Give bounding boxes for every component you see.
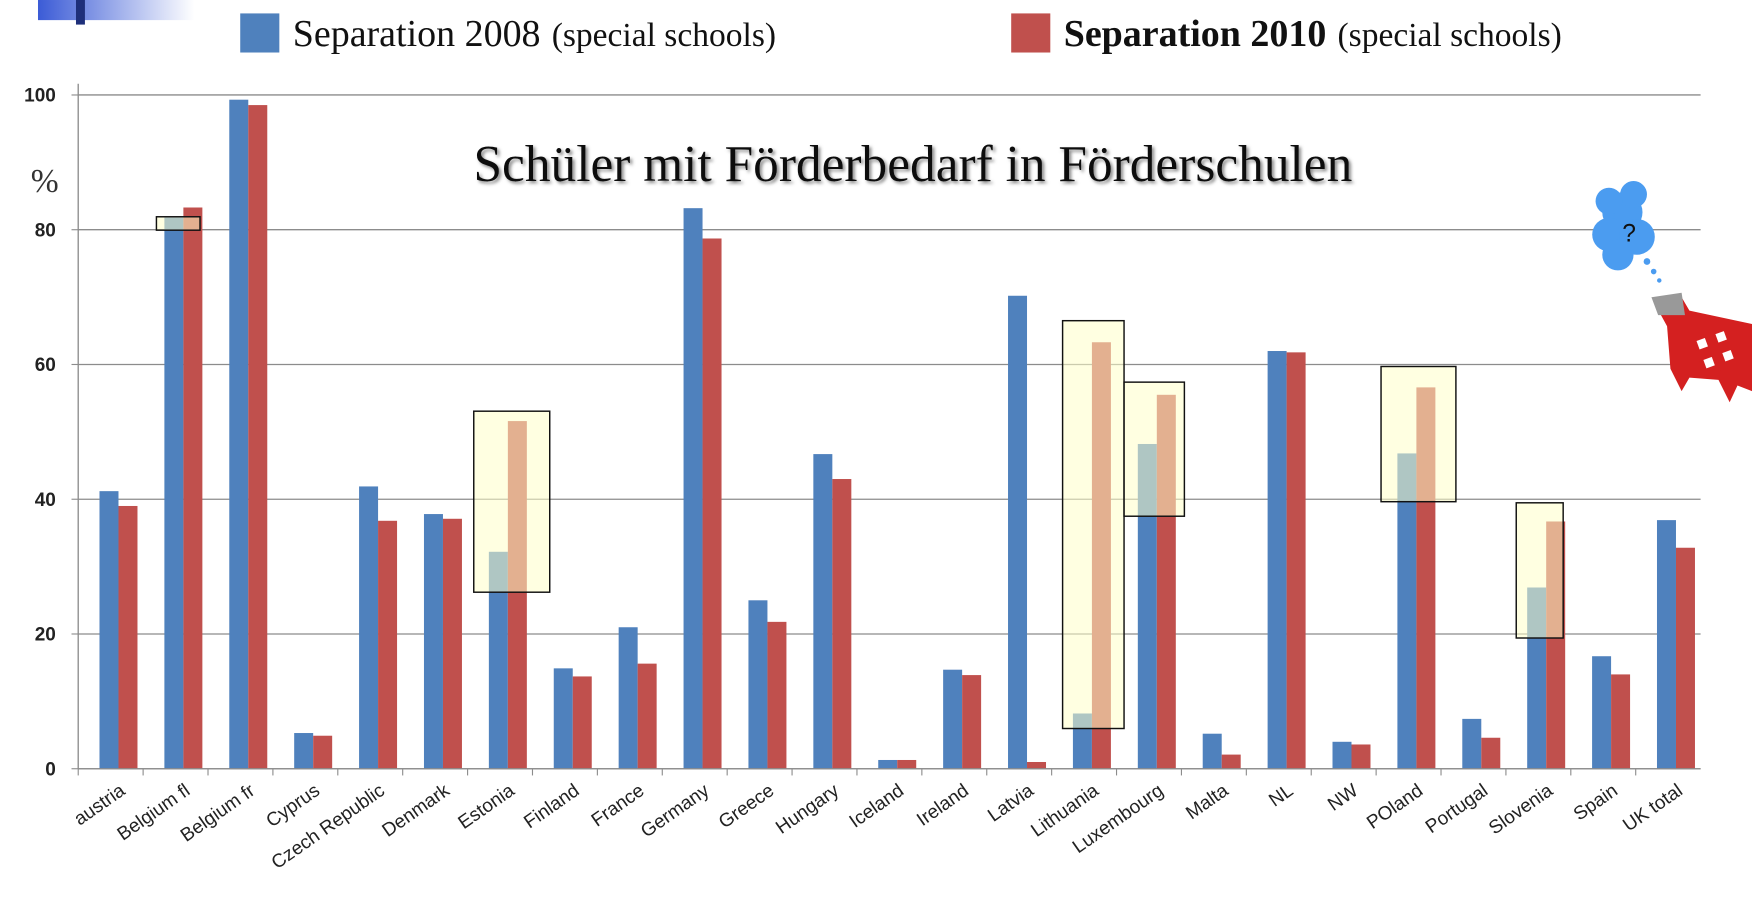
x-tick-label: Denmark [379,780,455,842]
highlight-box [1381,366,1456,501]
bar [962,675,981,769]
bar [164,218,183,769]
legend: Separation 2008(special schools)Separati… [240,13,1562,55]
y-tick-label: 100 [24,86,56,107]
bar [313,736,332,769]
bar [832,479,851,769]
x-tick-label: Ireland [913,780,973,831]
highlight-box [1124,382,1184,516]
x-tick-label: Greece [715,780,778,833]
bar [1027,762,1046,769]
highlight-box [474,411,550,592]
bar [703,238,722,768]
y-tick-label: 80 [35,220,56,241]
legend-label: Separation 2008 (special schools) [293,13,776,55]
bar [897,760,916,769]
bar [378,521,397,769]
bar [118,506,137,769]
y-tick-label: 20 [35,625,56,646]
bar [767,622,786,769]
x-tick-label: NW [1324,780,1362,815]
mascot: ? [1592,181,1752,402]
x-tick-label: UK total [1619,780,1686,836]
x-tick-label: Iceland [846,780,908,832]
bar [1222,755,1241,769]
bar [229,100,248,769]
highlight-box [156,217,200,230]
bar [443,519,462,769]
bar [554,668,573,768]
header-accent [76,0,85,25]
x-tick-label: Spain [1570,780,1622,825]
bar [878,760,897,769]
bar [813,454,832,769]
legend-swatch [240,13,279,52]
chart-title: Schüler mit Förderbedarf in Förderschule… [473,136,1352,193]
x-tick-label: Germany [637,780,713,842]
bar [573,676,592,768]
header-bar [38,0,194,20]
x-tick-label: Estonia [455,780,519,834]
bar [1268,351,1287,769]
x-tick-label: Latvia [984,780,1038,827]
chart: 020406080100austriaBelgium flBelgium frC… [0,0,1752,914]
bar [99,491,118,769]
x-tick-label: Belgium fr [177,780,259,846]
legend-suffix: (special schools) [1338,17,1562,54]
bar [294,733,313,769]
bar [1203,734,1222,769]
bar [1611,674,1630,768]
bar [1657,520,1676,769]
highlight-box [1516,503,1563,638]
y-tick-label: 40 [35,490,56,511]
bar [748,600,767,768]
bar [1008,296,1027,769]
bar [1333,742,1352,769]
y-tick-label: 60 [35,355,56,376]
legend-swatch [1011,13,1050,52]
bar [1462,719,1481,769]
x-tick-label: POland [1363,780,1427,834]
bar [684,208,703,769]
thought-bubble-text: ? [1622,220,1636,247]
bar [1592,656,1611,769]
bar [248,105,267,769]
bar [1481,738,1500,769]
legend-name: Separation 2010 [1064,13,1327,55]
x-tick-label: Malta [1182,780,1232,824]
bar [183,207,202,768]
bar [638,664,657,769]
bar [1287,352,1306,768]
legend-label: Separation 2010 (special schools) [1064,13,1562,55]
highlight-box [1063,321,1124,729]
x-tick-label: Slovenia [1485,780,1557,839]
bar [1351,744,1370,768]
x-tick-label: Finland [520,780,583,833]
y-tick-label: 0 [45,759,56,780]
legend-suffix: (special schools) [552,17,776,54]
x-tick-label: NL [1265,780,1297,811]
bar [359,486,378,768]
x-tick-label: Hungary [772,780,843,839]
legend-name: Separation 2008 [293,13,541,55]
bar [424,514,443,769]
bar [943,670,962,769]
x-tick-label: Czech Republic [268,780,389,873]
bar [619,627,638,768]
y-axis-label: % [31,163,59,200]
x-tick-label: Portugal [1422,780,1492,838]
bar [1676,548,1695,769]
